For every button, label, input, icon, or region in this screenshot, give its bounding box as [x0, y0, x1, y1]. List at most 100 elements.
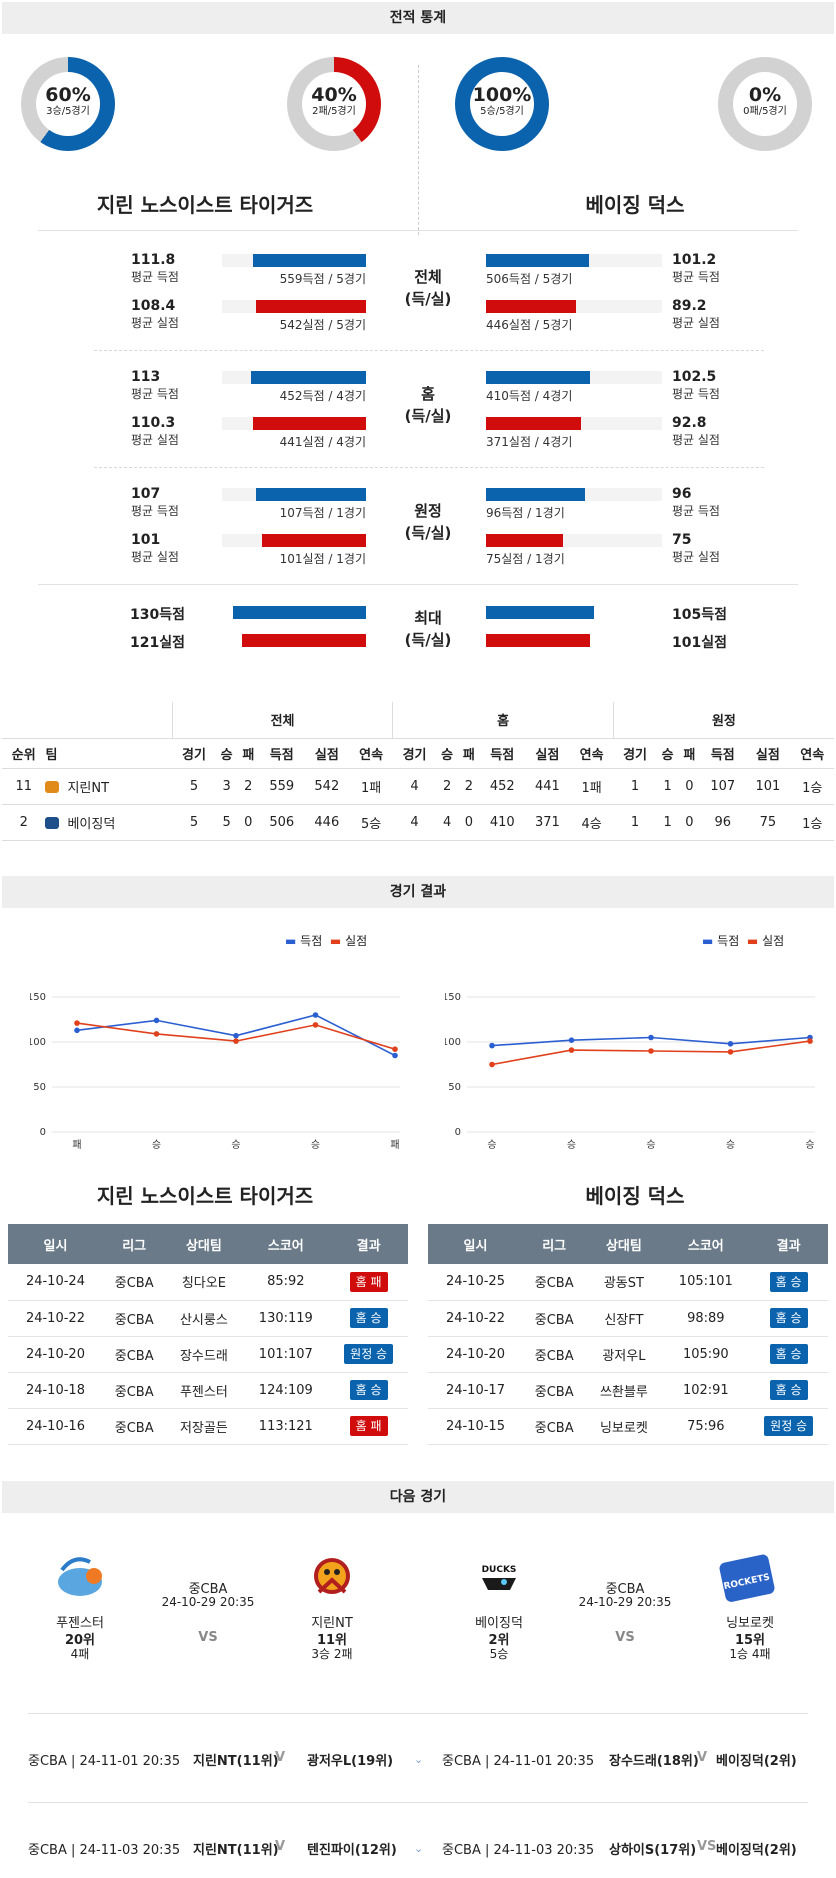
- data-point: [233, 1032, 239, 1039]
- next-right-home-rec: 5승: [489, 1647, 509, 1661]
- results-table-right: 일시 리그 상대팀 스코어 결과 24-10-25 중CBA 광동ST 105:101 홈 승 24…: [428, 1224, 828, 1445]
- score-cell: 85:92: [242, 1264, 330, 1301]
- data-point: [312, 1022, 319, 1028]
- category-sub: (득/실): [404, 407, 452, 425]
- upcoming-team-right[interactable]: 상하이S(17위): [609, 1843, 697, 1858]
- team-name: 베이징덕: [67, 816, 116, 832]
- col-header: 경기: [613, 738, 657, 769]
- stat-cell: 2: [436, 768, 458, 805]
- upcoming-opp-left[interactable]: 텐진파이(12위): [307, 1843, 397, 1858]
- right-label: 평균 득점: [672, 270, 720, 284]
- left-label: 평균 득점: [131, 504, 179, 518]
- left-bar: [262, 534, 366, 547]
- result-badge: 원정 승: [344, 1344, 394, 1364]
- section-header-results: 경기 결과: [2, 876, 834, 908]
- col-header: 경기: [172, 738, 216, 769]
- results-team-right: 베이징 덕스: [585, 1184, 685, 1208]
- col-header: 팀: [45, 738, 173, 769]
- stat-cell: 410: [479, 804, 525, 841]
- upcoming-team-left[interactable]: 지린NT(11위): [193, 1843, 279, 1858]
- divider: [28, 1713, 808, 1714]
- divider: [94, 350, 764, 351]
- team-cell[interactable]: 지린NT: [45, 768, 173, 805]
- next-left-home-rec: 4패: [70, 1647, 90, 1661]
- section-header-next: 다음 경기: [2, 1481, 834, 1513]
- upcoming-opp-right[interactable]: 베이징덕(2위): [716, 1843, 797, 1858]
- legend-loss: 실점: [345, 934, 368, 948]
- y-tick-label: 150: [445, 992, 461, 1003]
- next-right-away-rank: 15위: [734, 1633, 766, 1648]
- right-value: 92.8: [672, 415, 707, 431]
- right-value: 96: [672, 486, 692, 502]
- col-header: 승: [436, 738, 458, 769]
- data-point: [74, 1020, 80, 1026]
- col-header: 결과: [749, 1224, 828, 1264]
- next-right-home-rank: 2위: [488, 1633, 510, 1648]
- team-logo-ningbo: ROCKETS: [718, 1552, 778, 1606]
- col-header: 득점: [479, 738, 525, 769]
- opponent-cell: 신장FT: [585, 1300, 663, 1337]
- next-left-time: 24-10-29 20:35: [161, 1595, 255, 1609]
- upcoming-opp-left[interactable]: 광저우L(19위): [307, 1754, 394, 1769]
- right-value: 89.2: [672, 298, 707, 314]
- y-tick-label: 0: [40, 1127, 46, 1138]
- data-point: [153, 1031, 160, 1037]
- data-point: [74, 1027, 80, 1034]
- stat-cell: 1: [613, 768, 657, 805]
- left-bar-label: 441실점 / 4경기: [279, 435, 366, 449]
- stat-cell: 542: [304, 768, 350, 805]
- date-cell: 24-10-20: [8, 1336, 103, 1373]
- upcoming-team-right[interactable]: 장수드래(18위): [609, 1754, 699, 1769]
- left-bar-label: 559득점 / 5경기: [279, 272, 366, 286]
- league-cell: 중CBA: [102, 1408, 166, 1445]
- score-cell: 105:101: [662, 1264, 750, 1301]
- upcoming-info-left: 중CBA | 24-11-01 20:35: [28, 1754, 181, 1769]
- left-label: 평균 실점: [131, 433, 179, 447]
- score-cell: 113:121: [242, 1408, 330, 1445]
- right-label: 평균 득점: [672, 504, 720, 518]
- score-cell: 75:96: [662, 1408, 750, 1445]
- league-cell: 중CBA: [522, 1336, 586, 1373]
- col-header: 득점: [259, 738, 305, 769]
- max-right-r2: 101실점: [672, 635, 727, 651]
- score-cell: 105:90: [662, 1336, 750, 1373]
- table-row: 2 베이징덕 5 5 0 506 446 5승 4 4 0 410 371 4승 1 1 0 96 75 1승: [2, 804, 834, 841]
- next-right-time: 24-10-29 20:35: [578, 1595, 672, 1609]
- team-cell[interactable]: 베이징덕: [45, 804, 173, 841]
- stat-cell: 0: [678, 768, 701, 805]
- right-bar-label: 371실점 / 4경기: [486, 435, 573, 449]
- logo-text-ducks: DUCKS: [482, 1565, 517, 1575]
- chart-legend-left: ▬ 득점 ▬ 실점: [285, 934, 368, 948]
- upcoming-info-right: 중CBA | 24-11-03 20:35: [442, 1843, 595, 1858]
- result-cell: 홈 승: [329, 1372, 408, 1409]
- stat-cell: 452: [479, 768, 525, 805]
- right-label: 평균 실점: [672, 316, 720, 330]
- data-point: [807, 1038, 813, 1044]
- x-tick-label: 패: [72, 1139, 81, 1151]
- data-point: [568, 1037, 575, 1043]
- stat-cell: 75: [745, 804, 791, 841]
- opponent-cell: 광저우L: [585, 1336, 663, 1373]
- left-label: 평균 실점: [131, 316, 179, 330]
- next-right-home: 베이징덕: [475, 1616, 523, 1631]
- right-bar: [486, 254, 589, 267]
- upcoming-opp-right[interactable]: 베이징덕(2위): [716, 1754, 797, 1769]
- result-cell: 홈 승: [749, 1300, 828, 1337]
- next-left-home: 푸젠스터: [56, 1616, 104, 1631]
- section-header-stats: 전적 통계: [2, 2, 834, 34]
- stat-cell: 5승: [349, 804, 393, 841]
- category-title: 홈: [421, 385, 435, 403]
- col-header: 리그: [102, 1224, 166, 1264]
- left-bar-label: 452득점 / 4경기: [279, 389, 366, 403]
- next-left-away: 지린NT: [311, 1616, 353, 1631]
- date-cell: 24-10-25: [428, 1264, 523, 1301]
- x-tick-label: 승: [726, 1139, 735, 1151]
- category-title: 전체: [414, 268, 442, 286]
- col-header: 득점: [700, 738, 746, 769]
- right-bar: [486, 417, 581, 430]
- upcoming-team-left[interactable]: 지린NT(11위): [193, 1754, 279, 1769]
- donut-sub: 2패/5경기: [312, 106, 356, 117]
- right-value: 102.5: [672, 369, 717, 385]
- left-value: 111.8: [131, 252, 176, 268]
- data-point: [392, 1046, 398, 1052]
